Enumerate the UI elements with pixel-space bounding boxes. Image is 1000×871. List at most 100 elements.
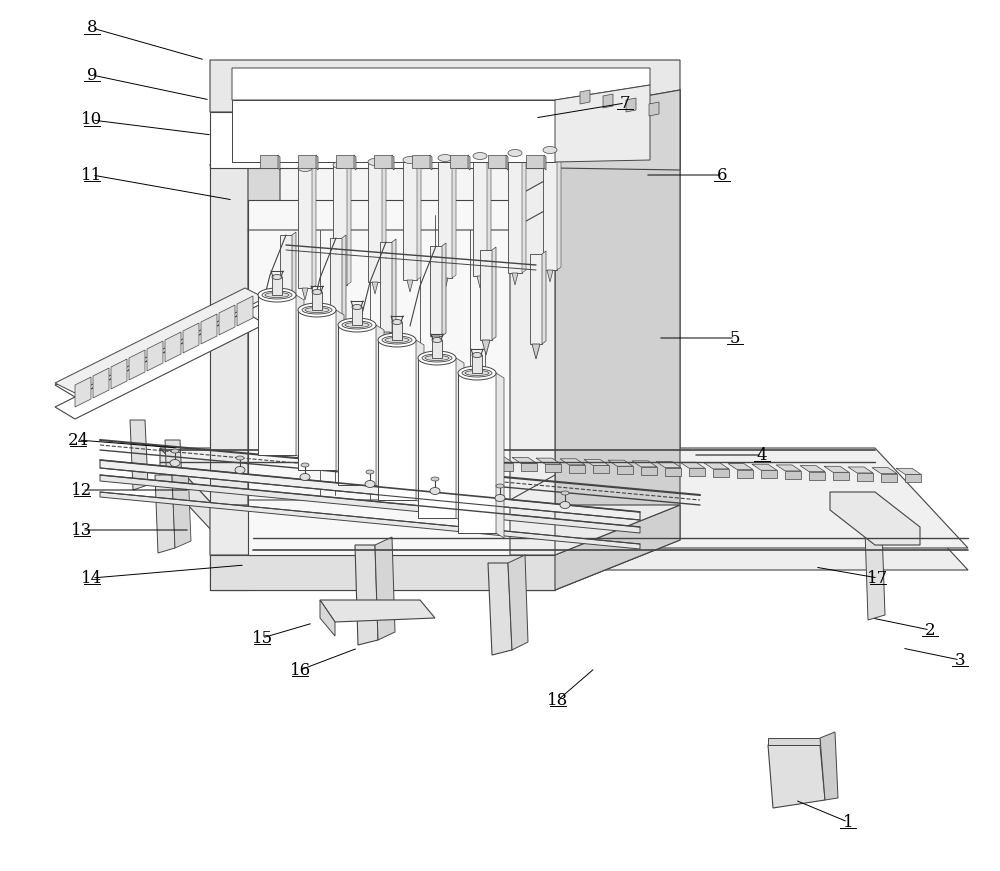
- Ellipse shape: [298, 165, 312, 172]
- Ellipse shape: [333, 161, 347, 168]
- Polygon shape: [392, 454, 417, 460]
- Polygon shape: [857, 473, 873, 481]
- Polygon shape: [407, 280, 413, 292]
- Ellipse shape: [431, 477, 439, 481]
- Ellipse shape: [418, 351, 456, 365]
- Polygon shape: [93, 368, 109, 398]
- Polygon shape: [374, 155, 392, 168]
- Text: 16: 16: [289, 661, 311, 679]
- Ellipse shape: [382, 336, 412, 344]
- Polygon shape: [521, 463, 537, 471]
- Polygon shape: [560, 459, 585, 465]
- Polygon shape: [292, 232, 296, 325]
- Polygon shape: [584, 460, 609, 465]
- Polygon shape: [380, 242, 392, 332]
- Polygon shape: [543, 150, 557, 270]
- Ellipse shape: [560, 502, 570, 509]
- Polygon shape: [526, 155, 544, 168]
- Polygon shape: [492, 247, 496, 340]
- Polygon shape: [333, 165, 347, 285]
- Polygon shape: [480, 250, 492, 340]
- Polygon shape: [296, 295, 304, 460]
- Polygon shape: [248, 200, 510, 555]
- Ellipse shape: [170, 460, 180, 467]
- Polygon shape: [833, 472, 849, 480]
- Text: 12: 12: [71, 482, 93, 498]
- Polygon shape: [488, 563, 512, 655]
- Polygon shape: [272, 277, 282, 295]
- Polygon shape: [449, 462, 465, 469]
- Polygon shape: [302, 288, 308, 300]
- Ellipse shape: [430, 488, 440, 495]
- Polygon shape: [580, 90, 590, 104]
- Polygon shape: [417, 157, 421, 280]
- Polygon shape: [165, 440, 183, 510]
- Ellipse shape: [312, 289, 322, 294]
- Ellipse shape: [338, 318, 376, 332]
- Polygon shape: [785, 471, 801, 479]
- Polygon shape: [160, 470, 968, 570]
- Polygon shape: [665, 468, 681, 476]
- Polygon shape: [713, 469, 729, 477]
- Polygon shape: [452, 155, 456, 278]
- Ellipse shape: [302, 306, 332, 314]
- Polygon shape: [368, 454, 393, 459]
- Polygon shape: [316, 155, 318, 170]
- Polygon shape: [442, 243, 446, 336]
- Polygon shape: [522, 150, 526, 273]
- Polygon shape: [368, 162, 382, 282]
- Polygon shape: [378, 340, 416, 500]
- Text: 13: 13: [71, 522, 93, 538]
- Polygon shape: [432, 336, 440, 351]
- Text: 8: 8: [87, 19, 97, 37]
- Polygon shape: [280, 235, 292, 325]
- Polygon shape: [338, 325, 376, 485]
- Text: 9: 9: [87, 66, 97, 84]
- Ellipse shape: [301, 463, 309, 467]
- Polygon shape: [232, 68, 650, 100]
- Polygon shape: [547, 270, 553, 282]
- Polygon shape: [347, 162, 351, 285]
- Polygon shape: [160, 448, 968, 548]
- Text: 18: 18: [547, 692, 569, 708]
- Polygon shape: [830, 492, 920, 545]
- Ellipse shape: [403, 157, 417, 164]
- Polygon shape: [430, 246, 442, 336]
- Polygon shape: [258, 295, 296, 455]
- Polygon shape: [210, 165, 248, 590]
- Ellipse shape: [458, 366, 496, 380]
- Text: 6: 6: [717, 166, 727, 184]
- Polygon shape: [401, 460, 417, 468]
- Polygon shape: [438, 158, 452, 278]
- Polygon shape: [649, 102, 659, 116]
- Polygon shape: [555, 90, 680, 590]
- Polygon shape: [440, 456, 465, 462]
- Ellipse shape: [495, 495, 505, 502]
- Polygon shape: [532, 344, 540, 359]
- Polygon shape: [55, 312, 265, 419]
- Polygon shape: [75, 377, 91, 407]
- Polygon shape: [472, 355, 482, 373]
- Ellipse shape: [425, 355, 449, 361]
- Polygon shape: [496, 373, 504, 538]
- Polygon shape: [372, 282, 378, 294]
- Polygon shape: [382, 332, 390, 347]
- Text: 11: 11: [81, 166, 103, 184]
- Polygon shape: [312, 292, 322, 310]
- Text: 1: 1: [843, 814, 853, 831]
- Text: 3: 3: [955, 652, 965, 669]
- Ellipse shape: [265, 293, 289, 298]
- Polygon shape: [172, 468, 191, 548]
- Ellipse shape: [543, 146, 557, 153]
- Polygon shape: [768, 738, 820, 745]
- Ellipse shape: [496, 484, 504, 488]
- Ellipse shape: [236, 456, 244, 460]
- Text: 24: 24: [67, 431, 89, 449]
- Polygon shape: [512, 273, 518, 285]
- Polygon shape: [569, 465, 585, 473]
- Ellipse shape: [472, 353, 482, 357]
- Polygon shape: [458, 373, 496, 533]
- Polygon shape: [555, 505, 680, 590]
- Text: 5: 5: [730, 329, 740, 347]
- Polygon shape: [508, 555, 528, 650]
